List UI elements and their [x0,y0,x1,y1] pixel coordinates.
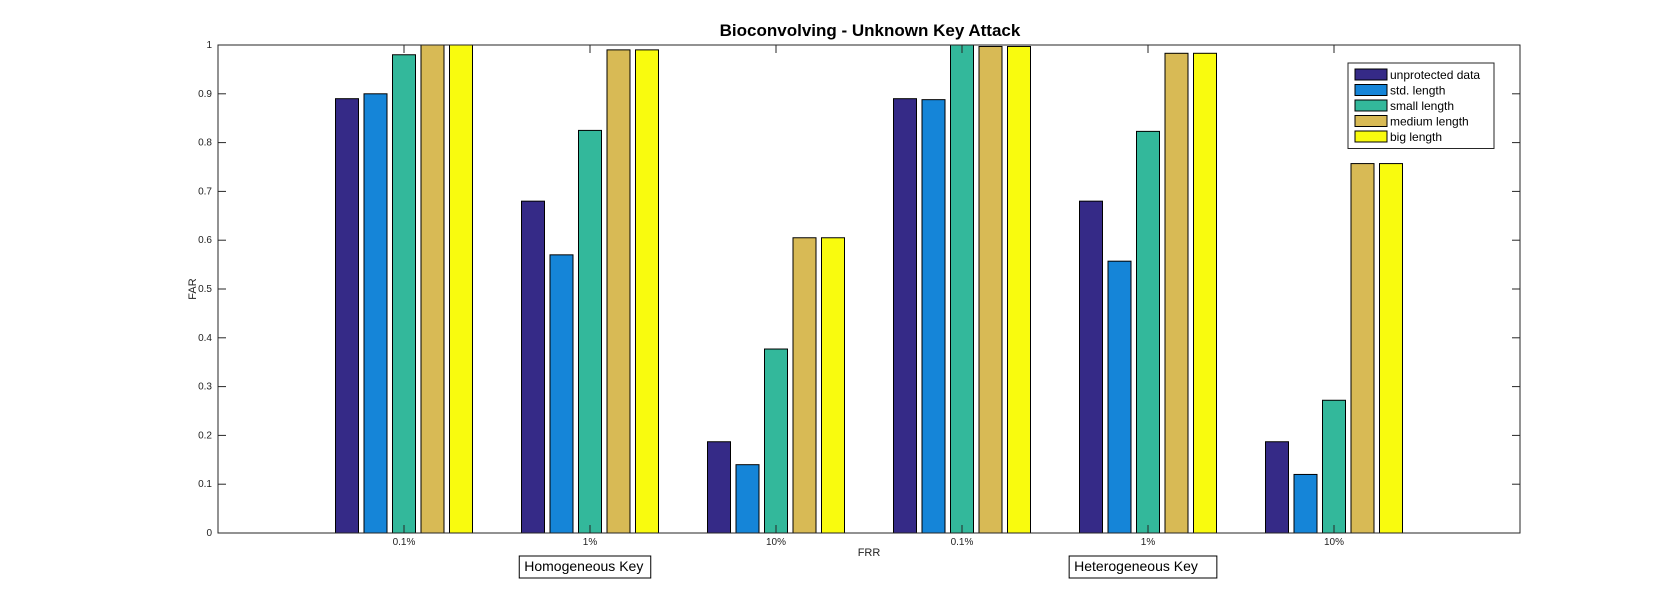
y-tick-label: 0.3 [198,382,212,393]
group-label-box [1068,555,1218,579]
bar [1379,163,1403,534]
y-tick-label: 0.6 [198,235,212,246]
y-tick-label: 0.1 [198,479,212,490]
bar [821,237,845,534]
bar [1322,399,1346,534]
x-tick-label: 0.1% [951,537,974,548]
legend-entry: std. length [1390,84,1445,98]
y-tick-label: 1 [206,40,212,51]
bar [893,98,917,534]
bars-layer [335,44,1403,534]
bar [921,99,946,534]
x-tick-label: 10% [766,537,786,548]
y-axis: 0 0.1 0.2 0.3 0.4 0.5 0.6 0.7 0.8 0.9 1 [198,40,1520,539]
chart-title: Bioconvolving - Unknown Key Attack [720,21,1021,40]
bar [449,44,473,534]
bar [735,464,760,534]
legend-entry: big length [1390,130,1442,144]
y-tick-label: 0.2 [198,430,212,441]
x-tick-label: 1% [583,537,598,548]
bar [1265,441,1289,534]
bar [363,93,388,534]
bar [1164,52,1189,534]
bar [606,49,631,534]
y-tick-label: 0.8 [198,138,212,149]
bar [1136,130,1160,534]
legend-entry: small length [1390,99,1454,113]
y-tick-label: 0 [206,528,212,539]
y-tick-label: 0.7 [198,186,212,197]
bar [549,254,574,534]
bar [707,441,731,534]
bar [521,200,545,534]
x-tick-label: 0.1% [393,537,416,548]
group-labels: Homogeneous Key Heterogeneous Key [518,555,1218,579]
bar [764,348,788,534]
bar [335,98,359,534]
bar [792,237,817,534]
bar [1007,45,1031,534]
legend-swatch [1354,68,1388,81]
x-tick-label: 1% [1141,537,1156,548]
bar [635,49,659,534]
legend-entry: medium length [1390,115,1469,129]
bar [1293,473,1318,534]
legend-entry: unprotected data [1390,68,1480,82]
bar [1193,52,1217,534]
bar [1079,200,1103,534]
legend-swatch [1354,130,1388,143]
group-label: Homogeneous Key [524,558,643,574]
bar [392,54,416,534]
bar [420,44,445,534]
legend-swatch [1354,115,1388,127]
group-label: Heterogeneous Key [1074,558,1198,574]
x-axis: 0.1% 1% 10% 0.1% 1% 10% [393,45,1344,548]
bar [578,129,602,534]
bar [1107,260,1132,534]
bar [1350,163,1375,534]
bar [978,45,1003,534]
group-label-box [518,555,652,579]
y-axis-label: FAR [187,278,199,299]
y-tick-label: 0.5 [198,284,212,295]
y-tick-label: 0.4 [198,333,212,344]
legend-swatch [1354,84,1388,96]
legend-swatch [1354,99,1388,112]
x-tick-label: 10% [1324,537,1344,548]
x-axis-label: FRR [858,547,881,559]
bar [950,44,974,534]
y-tick-label: 0.9 [198,89,212,100]
